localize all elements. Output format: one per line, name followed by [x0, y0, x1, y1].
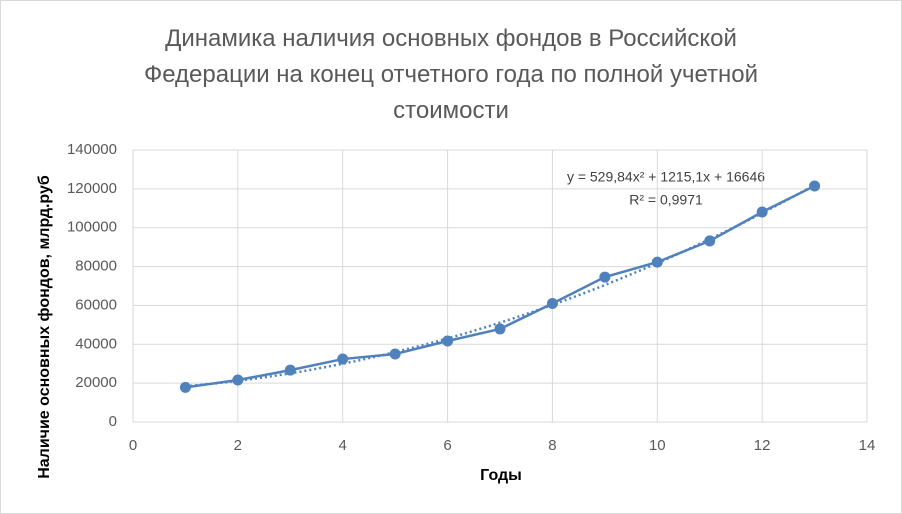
data-point [809, 180, 821, 192]
y-tick-label: 80000 [75, 258, 117, 275]
trend-r2: R² = 0,9971 [629, 192, 703, 208]
data-point [389, 348, 401, 360]
y-tick-label: 140000 [67, 141, 117, 158]
y-tick-label: 20000 [75, 374, 117, 391]
x-tick-label: 8 [548, 437, 556, 454]
data-point [232, 374, 244, 386]
data-point [442, 335, 454, 347]
series-line [185, 184, 816, 389]
y-tick-label: 40000 [75, 335, 117, 352]
y-axis-label: Наличие основных фондов, млрд.руб [36, 175, 53, 479]
x-axis-label: Годы [480, 467, 522, 484]
trend-equation: y = 529,84x² + 1215,1x + 16646 [567, 169, 765, 185]
y-tick-label: 100000 [67, 219, 117, 236]
chart-title: Динамика наличия основных фондов в Росси… [143, 25, 759, 124]
x-tick-label: 14 [859, 437, 876, 454]
y-tick-label: 60000 [75, 296, 117, 313]
x-tick-label: 4 [339, 437, 347, 454]
x-tick-label: 6 [443, 437, 451, 454]
x-tick-label: 0 [129, 437, 137, 454]
data-point [599, 271, 611, 283]
data-point [179, 381, 191, 393]
data-point [756, 206, 768, 218]
data-point [704, 235, 716, 247]
y-tick-label: 120000 [67, 180, 117, 197]
x-tick-label: 10 [649, 437, 666, 454]
y-tick-label: 0 [109, 413, 117, 430]
data-point [546, 297, 558, 309]
trendline [185, 183, 816, 388]
x-tick-label: 12 [754, 437, 771, 454]
data-point [494, 323, 506, 335]
data-point [284, 364, 296, 376]
x-tick-label: 2 [234, 437, 242, 454]
data-point [337, 353, 349, 365]
data-point [651, 256, 663, 268]
